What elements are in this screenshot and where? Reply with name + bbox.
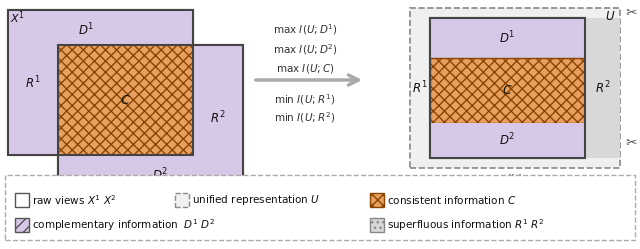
Bar bbox=[58, 45, 243, 190]
Bar bbox=[15, 193, 29, 207]
Text: $D^1$: $D^1$ bbox=[499, 30, 516, 46]
Text: superfluous information $R^1$ $R^2$: superfluous information $R^1$ $R^2$ bbox=[387, 217, 545, 233]
Bar bbox=[430, 18, 585, 58]
Text: $R^1$: $R^1$ bbox=[25, 74, 41, 91]
Text: (a): (a) bbox=[118, 195, 133, 205]
Text: complementary information  $D^1$ $D^2$: complementary information $D^1$ $D^2$ bbox=[32, 217, 216, 233]
Text: $\max\ I(U;D^2)$: $\max\ I(U;D^2)$ bbox=[273, 43, 337, 58]
Bar bbox=[370, 218, 384, 232]
Text: $R^2$: $R^2$ bbox=[211, 109, 226, 126]
Bar bbox=[410, 8, 620, 168]
Text: $C$: $C$ bbox=[120, 94, 131, 107]
Bar bbox=[8, 10, 193, 155]
Bar bbox=[58, 45, 193, 155]
Bar bbox=[585, 18, 620, 158]
Bar bbox=[430, 58, 585, 123]
Text: $R^2$: $R^2$ bbox=[595, 80, 610, 96]
Bar bbox=[430, 18, 585, 158]
Bar bbox=[430, 18, 585, 158]
Bar bbox=[58, 45, 243, 190]
Text: $\max\ I(U;C)$: $\max\ I(U;C)$ bbox=[276, 62, 334, 74]
Text: $\max\ I(U;D^1)$: $\max\ I(U;D^1)$ bbox=[273, 23, 337, 37]
Text: $D^2$: $D^2$ bbox=[499, 132, 516, 149]
Text: $R^1$: $R^1$ bbox=[412, 80, 428, 96]
Bar bbox=[15, 218, 29, 232]
Text: $X^2$: $X^2$ bbox=[245, 177, 260, 193]
Text: $\min\ I(U;R^1)$: $\min\ I(U;R^1)$ bbox=[275, 93, 335, 107]
Bar bbox=[8, 10, 193, 155]
Bar bbox=[5, 175, 635, 240]
Text: (b): (b) bbox=[507, 173, 523, 183]
Text: $X^1$: $X^1$ bbox=[10, 10, 25, 26]
Bar bbox=[370, 193, 384, 207]
Bar bbox=[58, 45, 243, 190]
Text: $D^1$: $D^1$ bbox=[77, 22, 94, 38]
Bar bbox=[430, 123, 585, 158]
Text: consistent information $C$: consistent information $C$ bbox=[387, 194, 516, 206]
Text: ✂: ✂ bbox=[625, 6, 637, 20]
Text: $U$: $U$ bbox=[605, 9, 615, 22]
Text: raw views $X^1$ $X^2$: raw views $X^1$ $X^2$ bbox=[32, 193, 117, 207]
Bar bbox=[8, 10, 193, 155]
Bar bbox=[175, 193, 189, 207]
Text: $\min\ I(U;R^2)$: $\min\ I(U;R^2)$ bbox=[275, 111, 335, 125]
Text: $C$: $C$ bbox=[502, 84, 513, 97]
Text: $D^2$: $D^2$ bbox=[152, 167, 168, 183]
Text: ✂: ✂ bbox=[625, 136, 637, 150]
Text: unified representation $U$: unified representation $U$ bbox=[192, 193, 320, 207]
